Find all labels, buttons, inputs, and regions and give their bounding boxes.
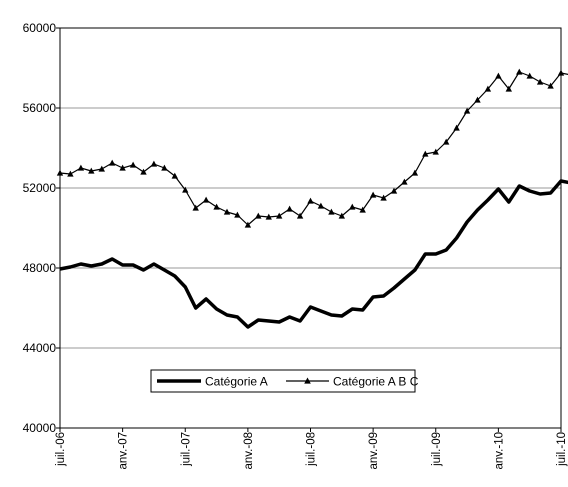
data-point	[67, 170, 74, 177]
data-point	[192, 204, 199, 211]
data-point	[202, 196, 210, 203]
legend-label-categorie-abc: Catégorie A B C	[333, 375, 419, 389]
data-point	[244, 221, 252, 228]
y-tick-label: 56000	[23, 101, 57, 115]
gridlines	[60, 107, 561, 349]
data-point	[411, 169, 419, 176]
data-point	[328, 208, 335, 215]
data-point	[390, 187, 398, 194]
legend-box	[150, 369, 416, 393]
legend-marker-categorie-abc	[304, 377, 311, 384]
data-point	[296, 212, 304, 219]
data-point	[369, 191, 377, 198]
data-point	[223, 208, 231, 215]
x-tick-label: anv.-10	[493, 432, 505, 470]
data-point	[422, 150, 429, 157]
data-point	[463, 107, 471, 114]
data-point	[536, 78, 544, 85]
y-tick-label: 48000	[23, 261, 57, 275]
y-tick-label: 52000	[23, 181, 57, 195]
data-point	[547, 82, 554, 89]
data-point	[161, 164, 168, 171]
legend-label-categorie-a: Catégorie A	[205, 375, 268, 389]
data-point	[286, 205, 293, 212]
x-tick-label: juil.-07	[180, 432, 192, 467]
x-tick-label: anv.-08	[243, 432, 255, 470]
data-point	[401, 178, 408, 185]
x-tick-label: juil.-08	[306, 432, 318, 467]
data-point	[495, 72, 502, 79]
plot-area-frame	[59, 27, 562, 429]
x-tick-label: juil.-10	[556, 432, 568, 467]
data-point	[129, 161, 137, 168]
data-point	[213, 203, 220, 210]
data-point	[171, 172, 178, 179]
data-point	[453, 124, 460, 131]
data-point	[276, 212, 283, 219]
data-point	[88, 167, 95, 174]
data-point	[474, 96, 481, 103]
data-point	[317, 202, 325, 209]
x-tick-label: juil.-06	[55, 432, 67, 467]
series-layer	[56, 68, 568, 329]
x-tick-label: anv.-07	[118, 432, 130, 470]
data-point	[349, 203, 356, 210]
data-point	[265, 213, 272, 220]
data-point	[526, 72, 533, 79]
data-point	[516, 68, 523, 75]
data-point	[380, 194, 387, 201]
data-point	[338, 212, 345, 219]
series-line-categorie-a	[59, 179, 568, 329]
y-tick-label: 60000	[23, 21, 57, 35]
data-point	[119, 164, 126, 171]
axes: 40000 44000 48000 52000 56000 60000 juil.-06 an…	[23, 21, 568, 470]
data-point	[140, 168, 147, 175]
legend: Catégorie A Catégorie A B C	[150, 369, 419, 393]
y-tick-label: 44000	[23, 341, 57, 355]
data-point	[443, 138, 450, 145]
data-point	[109, 159, 116, 166]
x-tick-label: juil.-09	[431, 432, 443, 467]
data-point	[150, 160, 158, 167]
data-point	[484, 85, 492, 92]
x-tick-label: anv.-09	[368, 432, 380, 470]
series-line-categorie-abc	[59, 71, 568, 226]
data-point	[77, 164, 85, 171]
data-point	[234, 211, 241, 218]
data-point	[432, 148, 439, 155]
data-point	[182, 186, 189, 193]
data-point	[98, 165, 105, 172]
data-point	[255, 212, 262, 219]
data-point	[307, 197, 314, 204]
y-tick-label: 40000	[23, 421, 57, 435]
data-point	[359, 206, 366, 213]
data-point	[505, 85, 512, 92]
